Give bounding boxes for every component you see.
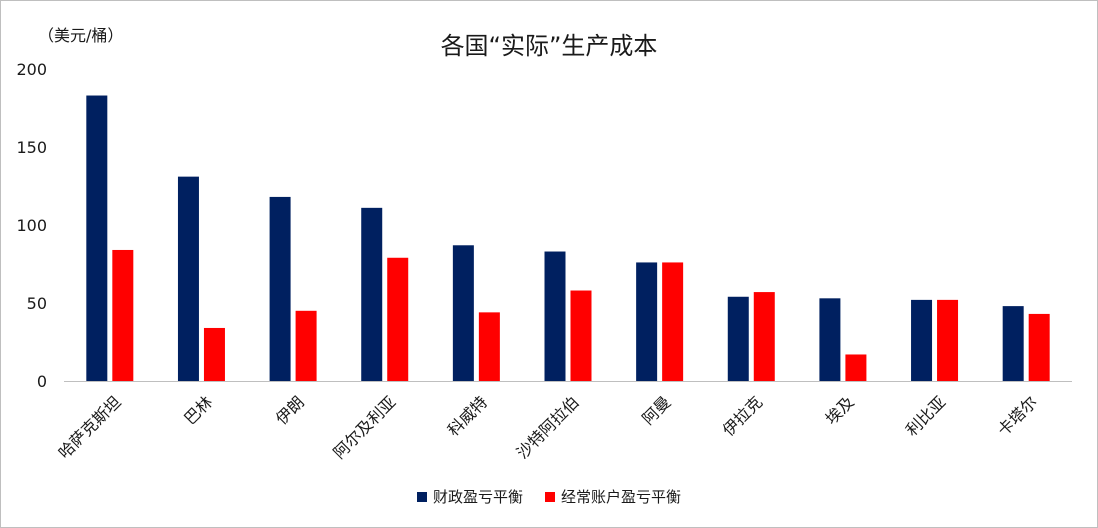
x-tick-label: 伊拉克 (719, 392, 766, 439)
bar-fiscal (361, 207, 383, 381)
legend-swatch-current-account (545, 491, 555, 502)
bar-current-account (662, 262, 684, 381)
bar-current-account (203, 327, 225, 381)
x-tick-label: 阿曼 (638, 392, 674, 428)
x-tick-label: 哈萨克斯坦 (55, 392, 125, 462)
y-tick-label: 100 (16, 216, 47, 235)
bar-fiscal (269, 196, 291, 381)
bar-fiscal (819, 298, 841, 381)
bar-fiscal (86, 95, 108, 382)
x-tick-label: 埃及 (822, 392, 858, 428)
y-axis-unit-label: （美元/桶） (38, 26, 124, 45)
bar-current-account (845, 354, 867, 381)
legend-label-fiscal: 财政盈亏平衡 (432, 488, 523, 506)
x-tick-label: 利比亚 (902, 392, 949, 439)
bar-current-account (753, 292, 775, 381)
bar-current-account (295, 310, 317, 381)
y-tick-label: 150 (16, 138, 47, 157)
x-tick-label: 阿尔及利亚 (330, 392, 400, 462)
legend: 财政盈亏平衡 经常账户盈亏平衡 (0, 486, 1098, 507)
y-tick-label: 50 (27, 294, 47, 313)
x-tick-label: 卡塔尔 (994, 392, 1041, 439)
legend-label-current-account: 经常账户盈亏平衡 (561, 488, 682, 506)
bar-current-account (570, 290, 592, 381)
x-tick-label: 沙特阿拉伯 (513, 392, 583, 462)
bar-current-account (387, 257, 409, 381)
legend-swatch-fiscal (416, 491, 427, 502)
bar-current-account (112, 249, 134, 381)
bar-fiscal (911, 299, 933, 381)
bar-fiscal (544, 251, 566, 381)
bar-current-account (478, 312, 500, 381)
legend-item-fiscal: 财政盈亏平衡 (416, 486, 523, 507)
bar-fiscal (636, 262, 658, 381)
bar-fiscal (727, 296, 749, 381)
x-tick-label: 巴林 (180, 392, 216, 428)
bar-current-account (937, 299, 959, 381)
chart-title: 各国“实际”生产成本 (440, 32, 658, 60)
legend-item-current-account: 经常账户盈亏平衡 (545, 486, 681, 507)
y-tick-label: 200 (16, 60, 47, 79)
y-tick-label: 0 (37, 372, 47, 391)
bar-current-account (1028, 313, 1050, 381)
x-tick-label: 伊朗 (272, 392, 308, 428)
bar-fiscal (452, 245, 474, 381)
bar-fiscal (177, 176, 199, 381)
x-tick-label: 科威特 (444, 392, 491, 439)
bar-fiscal (1002, 306, 1024, 381)
